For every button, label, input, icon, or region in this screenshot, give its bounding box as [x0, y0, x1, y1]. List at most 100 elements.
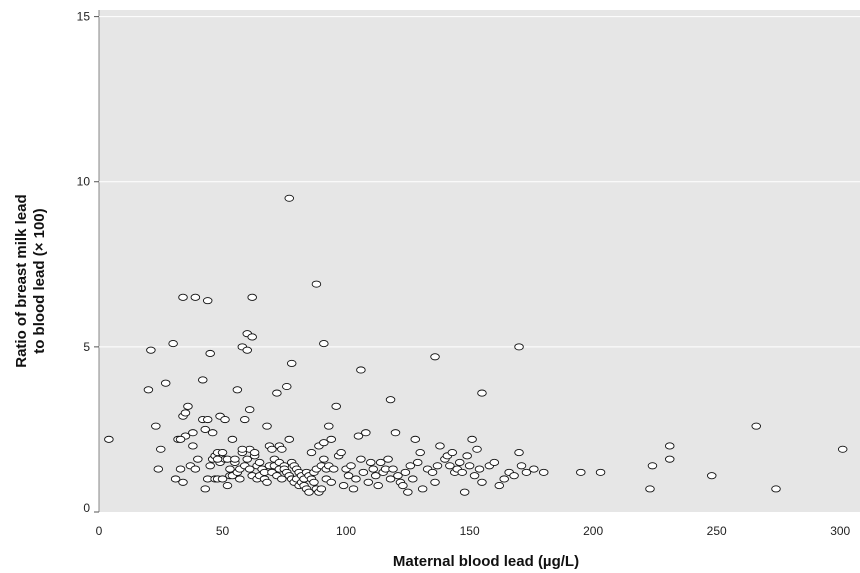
- data-point: [319, 340, 329, 348]
- data-point: [188, 429, 198, 437]
- data-point: [514, 449, 524, 457]
- data-point: [346, 462, 356, 470]
- data-point: [351, 475, 361, 483]
- data-point: [254, 458, 265, 467]
- data-point: [217, 475, 228, 483]
- data-point: [175, 435, 186, 443]
- data-point: [319, 455, 329, 463]
- data-point: [538, 468, 549, 476]
- data-point: [202, 415, 213, 424]
- data-point: [412, 458, 423, 467]
- data-point: [319, 439, 329, 447]
- data-point: [388, 465, 398, 473]
- data-point: [472, 445, 482, 453]
- data-point: [286, 359, 297, 367]
- y-tick-label: 0: [83, 501, 90, 515]
- data-point: [104, 435, 114, 443]
- data-point: [477, 389, 487, 397]
- data-point: [193, 455, 203, 463]
- data-point: [647, 462, 658, 470]
- data-point: [430, 478, 440, 486]
- data-point: [205, 349, 215, 358]
- data-point: [244, 465, 255, 473]
- data-point: [509, 472, 519, 480]
- data-point: [356, 455, 366, 463]
- data-point: [237, 445, 248, 453]
- data-point: [383, 455, 393, 463]
- data-point: [183, 402, 193, 410]
- data-point: [328, 465, 339, 473]
- data-point: [427, 468, 438, 476]
- data-point: [467, 435, 477, 443]
- data-point: [432, 462, 443, 470]
- data-point: [430, 353, 440, 361]
- data-point: [282, 382, 292, 391]
- data-point: [454, 458, 465, 467]
- data-point: [232, 386, 243, 394]
- data-point: [222, 482, 233, 490]
- data-point: [178, 478, 188, 486]
- data-point: [405, 462, 416, 470]
- data-point: [160, 379, 171, 387]
- data-point: [267, 445, 277, 453]
- data-point: [146, 346, 156, 354]
- data-point: [469, 472, 480, 480]
- data-point: [837, 445, 848, 453]
- data-point: [417, 485, 428, 493]
- data-point: [190, 293, 201, 301]
- x-tick-label: 50: [216, 524, 230, 538]
- data-point: [235, 475, 245, 483]
- data-point: [363, 478, 374, 486]
- data-point: [188, 442, 198, 450]
- data-point: [595, 468, 606, 476]
- data-point: [445, 462, 455, 470]
- data-point: [665, 442, 675, 450]
- data-point: [151, 422, 161, 430]
- x-axis-ticks: 0 50 100 150 200 250 300: [96, 524, 851, 538]
- data-point: [368, 465, 379, 473]
- data-point: [494, 482, 505, 490]
- data-point: [178, 293, 188, 301]
- data-point: [474, 465, 485, 473]
- y-tick-label: 15: [77, 10, 91, 24]
- data-point: [400, 468, 411, 476]
- data-point: [311, 280, 322, 288]
- data-point: [316, 485, 327, 493]
- y-tick-label: 10: [77, 175, 91, 189]
- data-point: [304, 488, 314, 496]
- data-point: [156, 445, 166, 453]
- data-point: [393, 472, 403, 480]
- data-point: [370, 472, 381, 480]
- data-point: [645, 485, 655, 493]
- data-point: [326, 478, 337, 486]
- data-point: [385, 475, 396, 483]
- data-point: [272, 389, 282, 397]
- data-point: [366, 458, 376, 467]
- plot-area: [99, 10, 860, 512]
- data-point: [514, 343, 524, 351]
- grid-lines: [98, 10, 860, 512]
- data-point: [242, 455, 252, 463]
- data-point: [521, 468, 532, 476]
- data-point: [220, 415, 230, 424]
- x-tick-label: 100: [336, 524, 356, 538]
- x-tick-label: 200: [583, 524, 603, 538]
- data-point: [343, 472, 354, 480]
- y-axis-title-line2: to blood lead (× 100): [31, 208, 48, 353]
- data-point: [200, 485, 210, 493]
- data-point: [240, 415, 250, 424]
- x-axis-title: Maternal blood lead (µg/L): [393, 553, 579, 570]
- data-point: [356, 366, 366, 374]
- data-point: [262, 422, 272, 430]
- data-point: [244, 406, 255, 414]
- data-point: [277, 475, 287, 483]
- data-point: [499, 475, 509, 483]
- data-point: [227, 435, 238, 443]
- data-point: [205, 462, 215, 470]
- data-point: [202, 297, 213, 305]
- data-point: [358, 468, 369, 476]
- data-point: [338, 482, 349, 490]
- data-point: [375, 458, 386, 467]
- data-point: [336, 449, 346, 457]
- data-point: [247, 293, 257, 301]
